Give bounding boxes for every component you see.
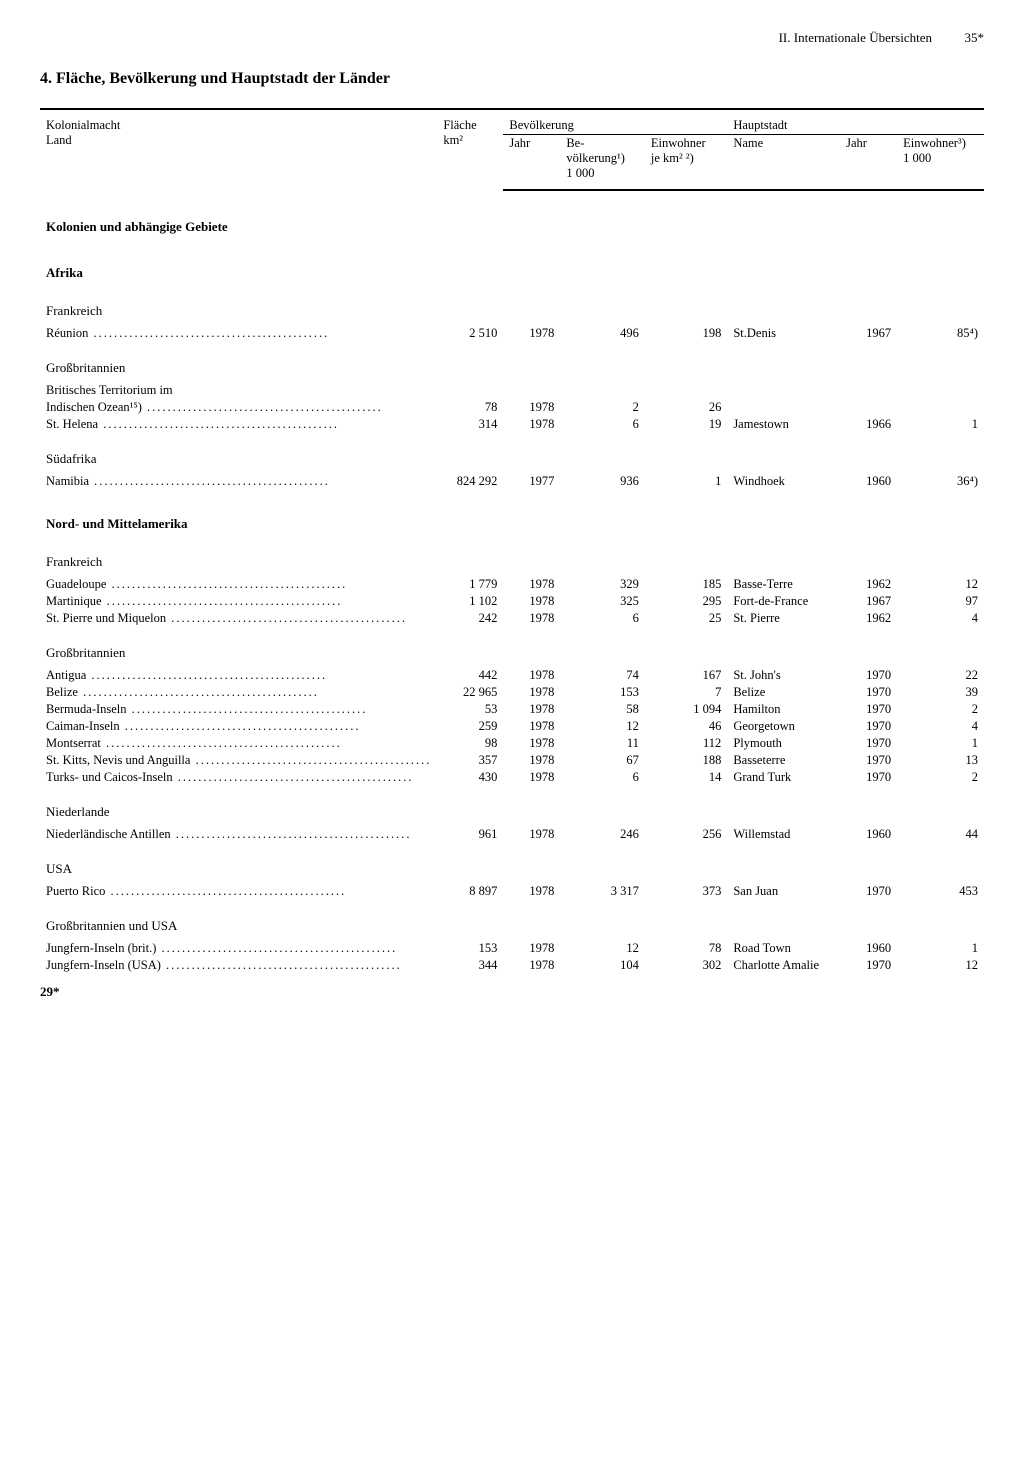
table-section: Großbritannien <box>40 627 984 667</box>
col-cap-group: Hauptstadt <box>727 109 984 135</box>
section-header: II. Internationale Übersichten <box>779 30 932 45</box>
table-row: Niederländische Antillen9611978246256Wil… <box>40 826 984 843</box>
page-header: II. Internationale Übersichten 35* <box>40 30 984 46</box>
table-row: Martinique1 1021978325295Fort-de-France1… <box>40 593 984 610</box>
table-section: USA <box>40 843 984 883</box>
table-row: Turks- und Caicos-Inseln4301978614Grand … <box>40 769 984 786</box>
table-section: Frankreich <box>40 285 984 325</box>
col-pop-val: Be-völkerung¹)1 000 <box>560 135 645 191</box>
table-section: Großbritannien <box>40 342 984 382</box>
table-section: Südafrika <box>40 433 984 473</box>
table-section: Kolonien und abhängige Gebiete <box>40 190 984 239</box>
col-pop-group: Bevölkerung <box>503 109 727 135</box>
table-row: St. Pierre und Miquelon2421978625St. Pie… <box>40 610 984 627</box>
col-cap-name: Name <box>727 135 840 191</box>
table-section: Großbritannien und USA <box>40 900 984 940</box>
col-cap-year: Jahr <box>840 135 897 191</box>
table-row: Belize22 96519781537Belize197039 <box>40 684 984 701</box>
table-section: Afrika <box>40 239 984 285</box>
page-title: 4. Fläche, Bevölkerung und Hauptstadt de… <box>40 70 984 88</box>
col-cap-pop: Einwohner³)1 000 <box>897 135 984 191</box>
table-row: Bermuda-Inseln531978581 094Hamilton19702 <box>40 701 984 718</box>
col-pop-year: Jahr <box>503 135 560 191</box>
col-area: Flächekm² <box>437 109 503 190</box>
page-number: 35* <box>965 30 985 45</box>
table-row: Britisches Territorium im <box>40 382 984 399</box>
table-row: Antigua442197874167St. John's197022 <box>40 667 984 684</box>
data-table: KolonialmachtLand Flächekm² Bevölkerung … <box>40 108 984 974</box>
table-row: Namibia824 29219779361Windhoek196036⁴) <box>40 473 984 490</box>
col-land: KolonialmachtLand <box>40 109 437 190</box>
table-section: Frankreich <box>40 536 984 576</box>
table-row: Jungfern-Inseln (brit.)15319781278Road T… <box>40 940 984 957</box>
table-row: St. Helena3141978619Jamestown19661 <box>40 416 984 433</box>
footer-page-number: 29* <box>40 984 984 1000</box>
table-row: St. Kitts, Nevis und Anguilla35719786718… <box>40 752 984 769</box>
table-section: Nord- und Mittelamerika <box>40 490 984 536</box>
table-row: Puerto Rico8 89719783 317373San Juan1970… <box>40 883 984 900</box>
col-pop-dens: Einwohnerje km² ²) <box>645 135 727 191</box>
table-row: Caiman-Inseln25919781246Georgetown19704 <box>40 718 984 735</box>
table-section: Niederlande <box>40 786 984 826</box>
table-row: Réunion2 5101978496198St.Denis196785⁴) <box>40 325 984 342</box>
table-row: Indischen Ozean¹⁵)781978226 <box>40 399 984 416</box>
table-row: Jungfern-Inseln (USA)3441978104302Charlo… <box>40 957 984 974</box>
table-row: Guadeloupe1 7791978329185Basse-Terre1962… <box>40 576 984 593</box>
table-row: Montserrat98197811112Plymouth19701 <box>40 735 984 752</box>
